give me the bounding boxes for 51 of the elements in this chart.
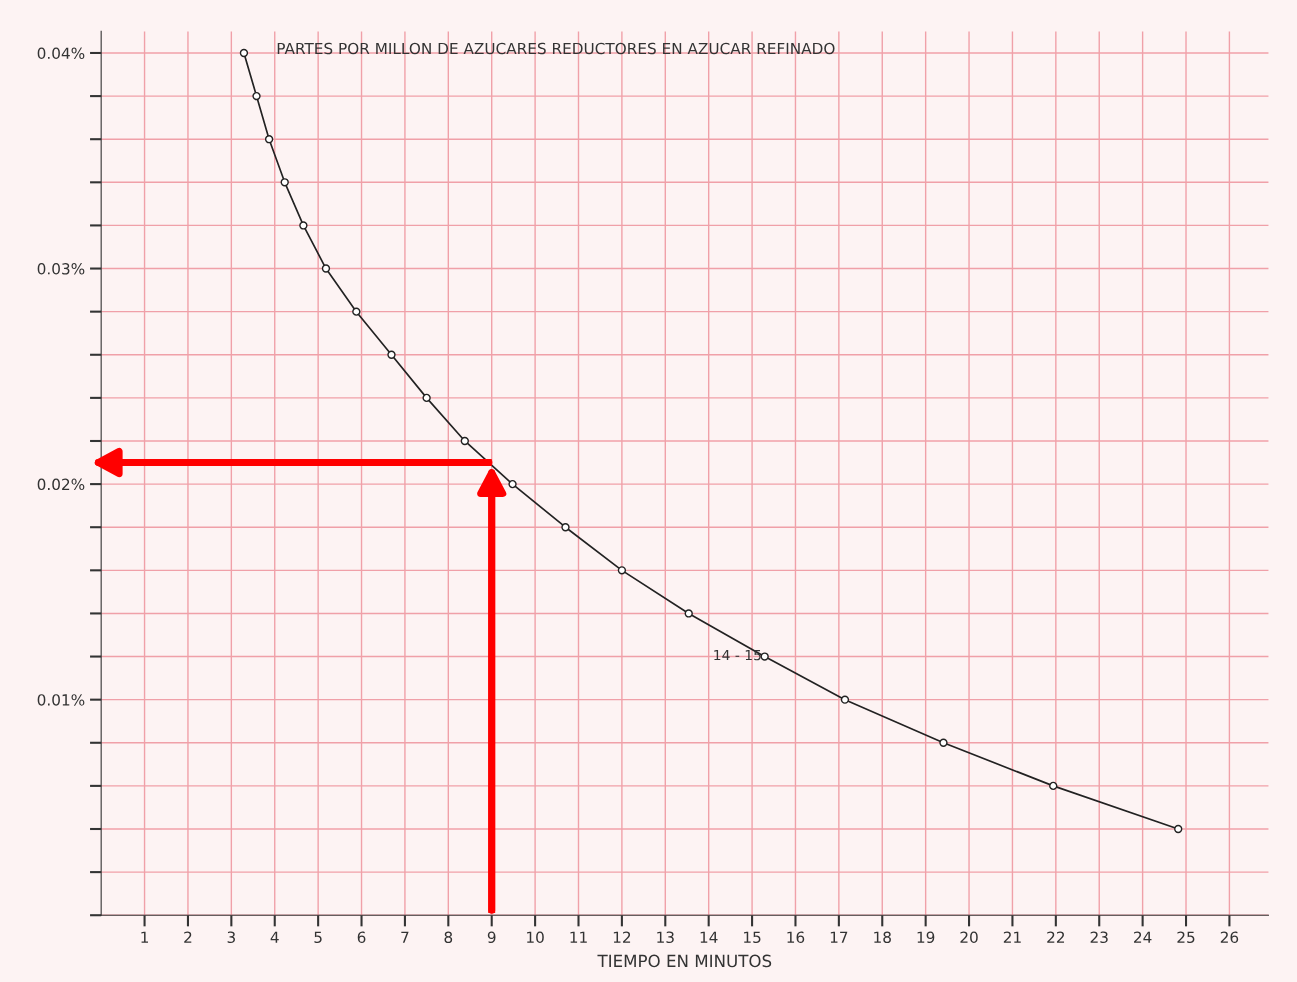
- point: [684, 609, 693, 618]
- y-tick-label: 0.03%: [37, 263, 85, 275]
- point: [460, 436, 469, 446]
- x-tick-label: 2: [184, 931, 192, 943]
- x-tick-label: 20: [960, 931, 978, 944]
- x-tick-label: 14: [700, 931, 718, 943]
- x-axis-title: TIEMPO EN MINUTOS: [597, 954, 772, 968]
- y-tick-label: 0.04%: [37, 47, 85, 59]
- point: [617, 566, 627, 575]
- x-tick-label: 11: [570, 931, 587, 943]
- x-tick-label: 1: [141, 931, 149, 943]
- x-tick-label: 4: [270, 931, 279, 943]
- point: [561, 523, 570, 532]
- x-tick-label: 13: [657, 931, 674, 944]
- x-tick-label: 26: [1220, 931, 1239, 944]
- point: [939, 738, 948, 747]
- point: [508, 479, 517, 489]
- point: [352, 307, 361, 316]
- x-tick-label: 9: [487, 931, 496, 944]
- point: [299, 221, 308, 230]
- x-tick-label: 25: [1177, 931, 1195, 944]
- x-tick-label: 8: [444, 931, 453, 944]
- x-tick-label: 7: [401, 931, 409, 943]
- x-tick-label: 6: [357, 931, 366, 944]
- point: [252, 91, 261, 101]
- point: [1174, 824, 1183, 834]
- text: PARTES POR MILLON DE AZUCARES REDUCTORES EN AZUCAR REFINADO: [277, 42, 835, 55]
- point: [387, 350, 396, 359]
- point: [422, 393, 431, 403]
- y-tick-label: 0.01%: [37, 694, 85, 706]
- y-tick-label: 0.02%: [37, 478, 85, 491]
- point: [280, 178, 289, 187]
- x-tick-label: 23: [1090, 931, 1108, 944]
- x-tick-label: 3: [227, 931, 235, 944]
- point: [264, 135, 274, 144]
- x-tick-label: 21: [1003, 931, 1021, 943]
- x-tick-label: 10: [527, 931, 544, 944]
- x-tick-label: 22: [1047, 931, 1065, 943]
- x-tick-label: 15: [744, 931, 761, 944]
- x-tick-label: 17: [830, 931, 848, 943]
- x-tick-label: 12: [613, 931, 631, 943]
- x-tick-label: 5: [314, 931, 322, 944]
- x-tick-label: 19: [917, 931, 935, 944]
- x-tick-label: 24: [1134, 931, 1152, 943]
- x-tick-label: 18: [874, 931, 891, 944]
- point: [840, 695, 850, 704]
- annotation: 14 - 15: [714, 649, 761, 661]
- point: [239, 48, 249, 58]
- point: [321, 264, 331, 273]
- x-tick-label: 16: [787, 931, 805, 944]
- point: [1049, 781, 1058, 791]
